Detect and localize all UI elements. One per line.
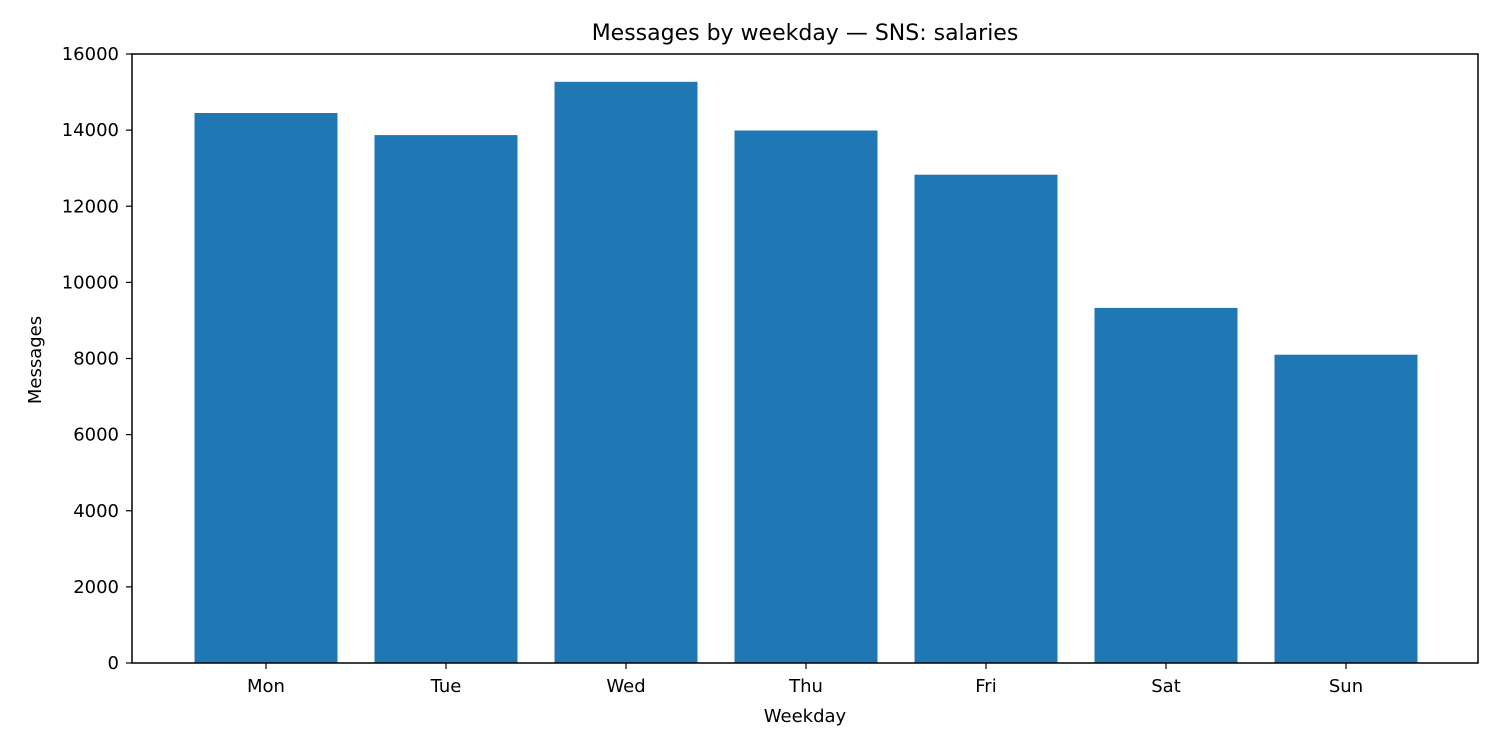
x-tick-label: Sat <box>1151 676 1181 697</box>
y-axis-label: Messages <box>25 316 46 404</box>
plot-area-frame <box>131 53 1479 664</box>
bars-layer <box>194 81 1418 664</box>
x-tick-label: Wed <box>606 676 645 697</box>
y-tick-label: 4000 <box>73 501 119 522</box>
bar-mon <box>194 113 338 663</box>
y-tick-label: 10000 <box>62 272 119 293</box>
x-tick-label: Sun <box>1329 676 1363 697</box>
bar-wed <box>554 81 698 664</box>
x-axis-ticks: Mon Tue Wed Thu Fri Sat Sun <box>247 663 1363 697</box>
bar-thu <box>734 130 878 663</box>
x-tick-label: Fri <box>975 676 996 697</box>
x-axis-label: Weekday <box>764 706 847 727</box>
y-tick-label: 8000 <box>73 349 119 370</box>
y-tick-label: 14000 <box>62 120 119 141</box>
y-tick-label: 16000 <box>62 44 119 65</box>
x-tick-label: Mon <box>247 676 285 697</box>
y-tick-label: 12000 <box>62 196 119 217</box>
x-tick-label: Tue <box>430 676 462 697</box>
bar-sun <box>1274 354 1418 663</box>
y-tick-label: 2000 <box>73 577 119 598</box>
bar-tue <box>374 135 518 664</box>
y-tick-label: 0 <box>108 653 119 674</box>
chart-title: Messages by weekday — SNS: salaries <box>592 21 1019 46</box>
x-tick-label: Thu <box>788 676 823 697</box>
bar-fri <box>914 174 1058 663</box>
y-axis-ticks: 0 2000 4000 6000 8000 10000 12000 14000 16000 <box>62 44 132 674</box>
bar-sat <box>1094 307 1238 663</box>
y-tick-label: 6000 <box>73 425 119 446</box>
